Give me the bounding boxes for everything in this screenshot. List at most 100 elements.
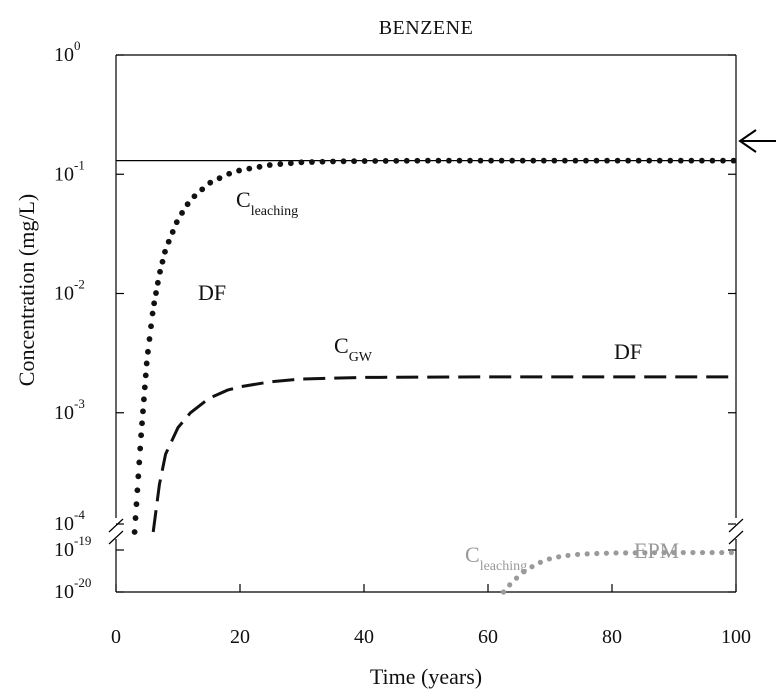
data-point [623,550,629,556]
x-axis-ticks: 0 20 40 60 80 100 [111,584,751,648]
data-point [699,157,705,164]
data-point [613,550,619,556]
data-point [661,550,667,556]
data-point [169,229,176,235]
data-point [477,157,484,164]
data-point [403,157,410,164]
x-tick-label: 80 [602,626,622,648]
data-point [424,157,431,164]
data-point [351,158,357,165]
data-point [574,551,581,558]
left-arrow-icon [738,129,776,153]
data-point [414,157,421,164]
annotation-c-leaching-epm: Cleaching [465,542,527,574]
data-point [154,279,161,286]
data-point [509,157,516,164]
series-layer [131,157,737,595]
data-point [635,157,642,164]
data-point [446,157,452,164]
y-axis-title: Concentration (mg/L) [14,194,39,386]
y-tick-label: 10-3 [54,396,85,424]
arrow-head [738,129,757,153]
data-point [142,372,149,379]
data-point [593,157,600,164]
data-point [435,157,442,164]
data-point [136,459,143,466]
series-gw_df [151,375,736,533]
data-point [720,157,726,164]
y-tick-label: 10-2 [54,277,85,305]
data-point [488,157,494,164]
data-point [671,549,677,556]
lower-panel-frame [115,539,737,593]
data-point [199,186,206,193]
data-point [149,310,156,317]
data-point [546,556,552,562]
data-point [656,157,663,164]
data-point [157,268,163,275]
data-point [530,157,537,164]
data-point [159,258,166,265]
data-point [584,551,590,557]
axis-break-left-upper [108,518,124,533]
data-point [699,549,706,556]
axis-break-left-lower [108,530,124,545]
data-point [184,201,191,208]
data-point [565,552,571,559]
data-point [730,157,737,164]
annotation-c-gw: CGW [334,333,373,365]
data-point [688,157,695,164]
x-tick-label: 0 [111,626,121,648]
data-point [556,554,562,560]
annotation-df-leaching: DF [198,280,226,305]
data-point [456,157,463,164]
data-point [614,157,621,164]
data-point [361,158,368,164]
data-point [519,157,526,164]
data-point [173,219,180,226]
data-point [500,589,507,595]
data-point [646,157,653,164]
x-tick-label: 60 [478,626,498,648]
data-point [162,248,168,255]
x-tick-label: 40 [354,626,374,648]
data-point [140,408,146,415]
data-point [216,175,223,182]
data-point [572,157,579,164]
data-point [145,348,151,355]
data-point [651,550,658,556]
data-point [537,559,543,565]
data-point [690,549,696,556]
data-point [632,550,638,556]
data-point [135,473,142,480]
data-point [677,157,684,164]
data-point [667,157,674,164]
data-point [330,158,336,165]
y-tick-label: 10-20 [54,575,91,603]
annotation-epm: EPM [634,538,679,563]
data-point [372,158,379,164]
data-point [594,550,600,557]
y-tick-label: 10-1 [54,157,85,185]
data-point [680,549,686,556]
data-point [529,564,535,570]
annotation-c-leaching-df: Cleaching [236,187,298,219]
data-point [137,445,144,452]
data-point [287,160,294,167]
data-point [191,193,198,200]
data-point [153,290,159,296]
data-point [266,162,273,168]
axis-break-right-upper [728,518,744,533]
data-point [393,157,400,164]
upper-panel-frame [115,54,737,518]
data-point [298,159,305,166]
series-leaching_df [131,157,737,535]
data-point [207,179,214,186]
x-tick-label: 100 [721,626,751,648]
data-point [141,384,148,391]
data-point [138,432,145,439]
data-point [133,501,140,508]
data-point [134,487,141,494]
data-point [179,209,185,216]
data-point [583,157,589,164]
